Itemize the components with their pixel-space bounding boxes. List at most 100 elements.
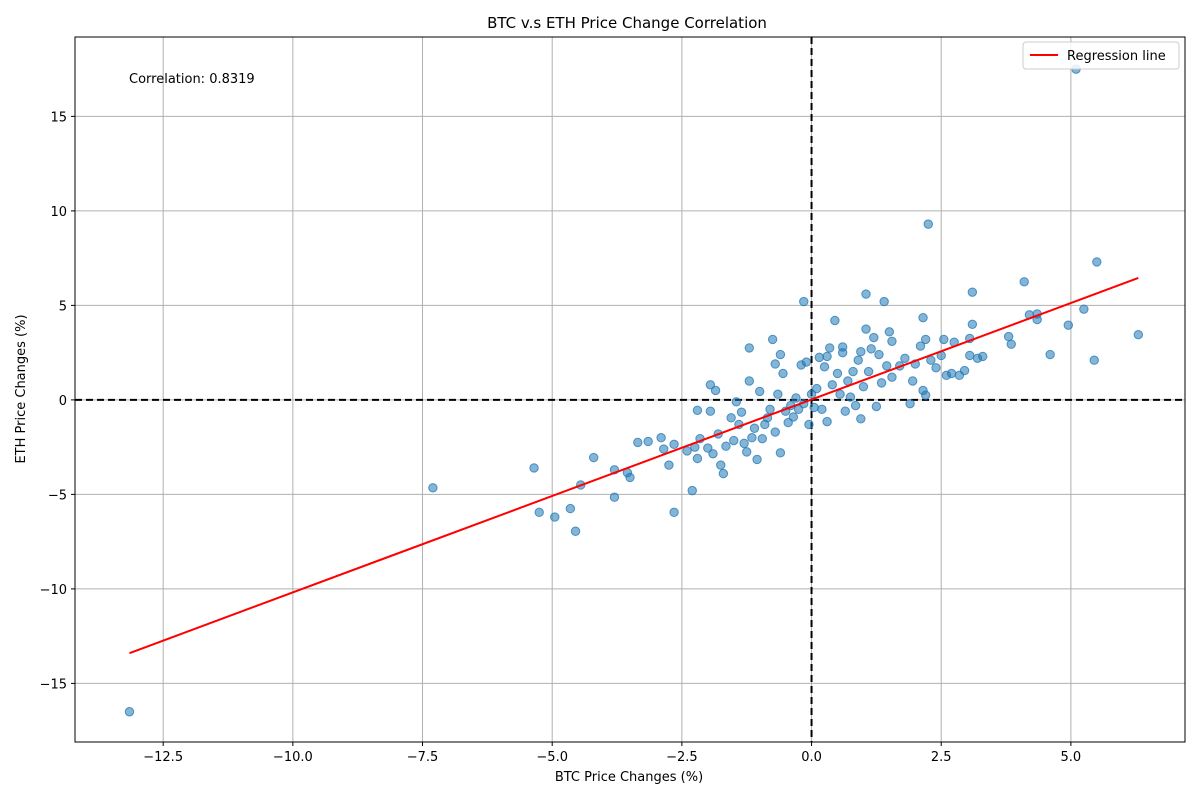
data-point xyxy=(978,351,988,362)
data-point xyxy=(812,383,822,394)
data-point xyxy=(856,346,866,357)
data-point xyxy=(863,366,874,377)
data-point xyxy=(858,381,869,392)
data-point xyxy=(1092,257,1102,267)
data-point xyxy=(801,357,812,367)
x-axis-ticks: −12.5 −10.0 −7.5 −5.0 −2.5 0.0 2.5 5.0 xyxy=(143,742,1081,765)
data-point xyxy=(879,296,889,307)
regression-line-layer xyxy=(129,277,1139,655)
data-point xyxy=(749,423,760,433)
data-point xyxy=(931,363,941,373)
data-point xyxy=(850,400,861,411)
zero-reference-lines xyxy=(75,37,1185,742)
data-point xyxy=(1089,355,1099,365)
data-point xyxy=(907,376,918,386)
data-point xyxy=(799,296,809,307)
data-point xyxy=(770,359,780,369)
x-tick-label: −5.0 xyxy=(536,750,568,765)
scatter-points xyxy=(124,64,1144,717)
data-point xyxy=(861,324,871,334)
data-point xyxy=(871,401,882,412)
data-point xyxy=(550,512,560,522)
data-point xyxy=(721,441,731,451)
data-point xyxy=(804,419,814,430)
data-point xyxy=(718,468,729,479)
data-point xyxy=(845,392,856,402)
data-point xyxy=(534,507,544,518)
data-point xyxy=(664,460,674,470)
x-tick-label: 5.0 xyxy=(1061,750,1082,765)
data-point xyxy=(682,446,692,456)
data-point xyxy=(773,389,783,399)
data-point xyxy=(856,414,866,424)
data-point xyxy=(835,389,845,399)
data-point xyxy=(729,435,739,446)
data-point xyxy=(570,526,581,536)
data-point xyxy=(788,412,799,422)
data-point xyxy=(791,393,801,403)
y-tick-label: −5 xyxy=(48,488,67,503)
data-point xyxy=(744,376,754,386)
y-tick-label: −15 xyxy=(40,677,67,692)
data-point xyxy=(1063,320,1073,330)
data-point xyxy=(705,406,716,416)
data-point xyxy=(920,334,931,345)
data-point xyxy=(765,404,775,415)
data-point xyxy=(754,386,765,397)
x-tick-label: −12.5 xyxy=(143,750,183,765)
legend-regression-label: Regression line xyxy=(1067,49,1166,64)
data-point xyxy=(923,219,933,229)
data-point xyxy=(703,443,713,453)
data-point xyxy=(887,372,897,382)
data-point xyxy=(832,368,843,379)
plot-frame xyxy=(74,36,1186,743)
x-tick-label: −10.0 xyxy=(273,750,313,765)
data-point xyxy=(588,452,599,463)
data-point xyxy=(819,362,830,372)
data-point xyxy=(900,353,910,364)
data-point xyxy=(848,366,858,377)
y-tick-label: 5 xyxy=(59,299,67,314)
data-point xyxy=(1133,329,1144,340)
data-point xyxy=(529,463,539,473)
legend-box xyxy=(1022,41,1180,70)
data-point xyxy=(775,448,786,458)
grid-lines xyxy=(75,37,1185,742)
data-point xyxy=(967,319,978,329)
data-point xyxy=(778,368,788,379)
legend: Regression line xyxy=(1022,41,1180,70)
x-tick-label: −2.5 xyxy=(666,750,698,765)
data-point xyxy=(874,349,884,360)
data-point xyxy=(824,343,835,353)
x-tick-label: 2.5 xyxy=(931,750,952,765)
data-point xyxy=(659,444,669,454)
data-point xyxy=(817,404,827,415)
data-point xyxy=(830,315,840,326)
y-tick-label: 15 xyxy=(50,110,67,125)
data-point xyxy=(814,352,825,363)
correlation-annotation: Correlation: 0.8319 xyxy=(129,72,255,87)
data-point xyxy=(633,437,643,448)
data-point xyxy=(710,385,721,396)
chart-title: BTC v.s ETH Price Change Correlation xyxy=(487,14,767,32)
data-point xyxy=(716,460,726,470)
data-point xyxy=(747,432,757,443)
data-point xyxy=(967,287,978,297)
data-point xyxy=(837,347,848,358)
data-point xyxy=(905,398,915,409)
data-point xyxy=(822,351,832,362)
data-point xyxy=(609,492,620,502)
data-point xyxy=(726,413,736,423)
data-point xyxy=(705,380,716,390)
x-tick-label: −7.5 xyxy=(407,750,439,765)
data-point xyxy=(1019,277,1029,287)
y-tick-label: 10 xyxy=(50,205,67,220)
data-point xyxy=(840,406,850,416)
data-point xyxy=(965,350,975,361)
data-point xyxy=(692,405,703,415)
data-point xyxy=(757,433,767,444)
data-point xyxy=(1006,339,1016,349)
y-tick-label: 0 xyxy=(59,394,67,409)
